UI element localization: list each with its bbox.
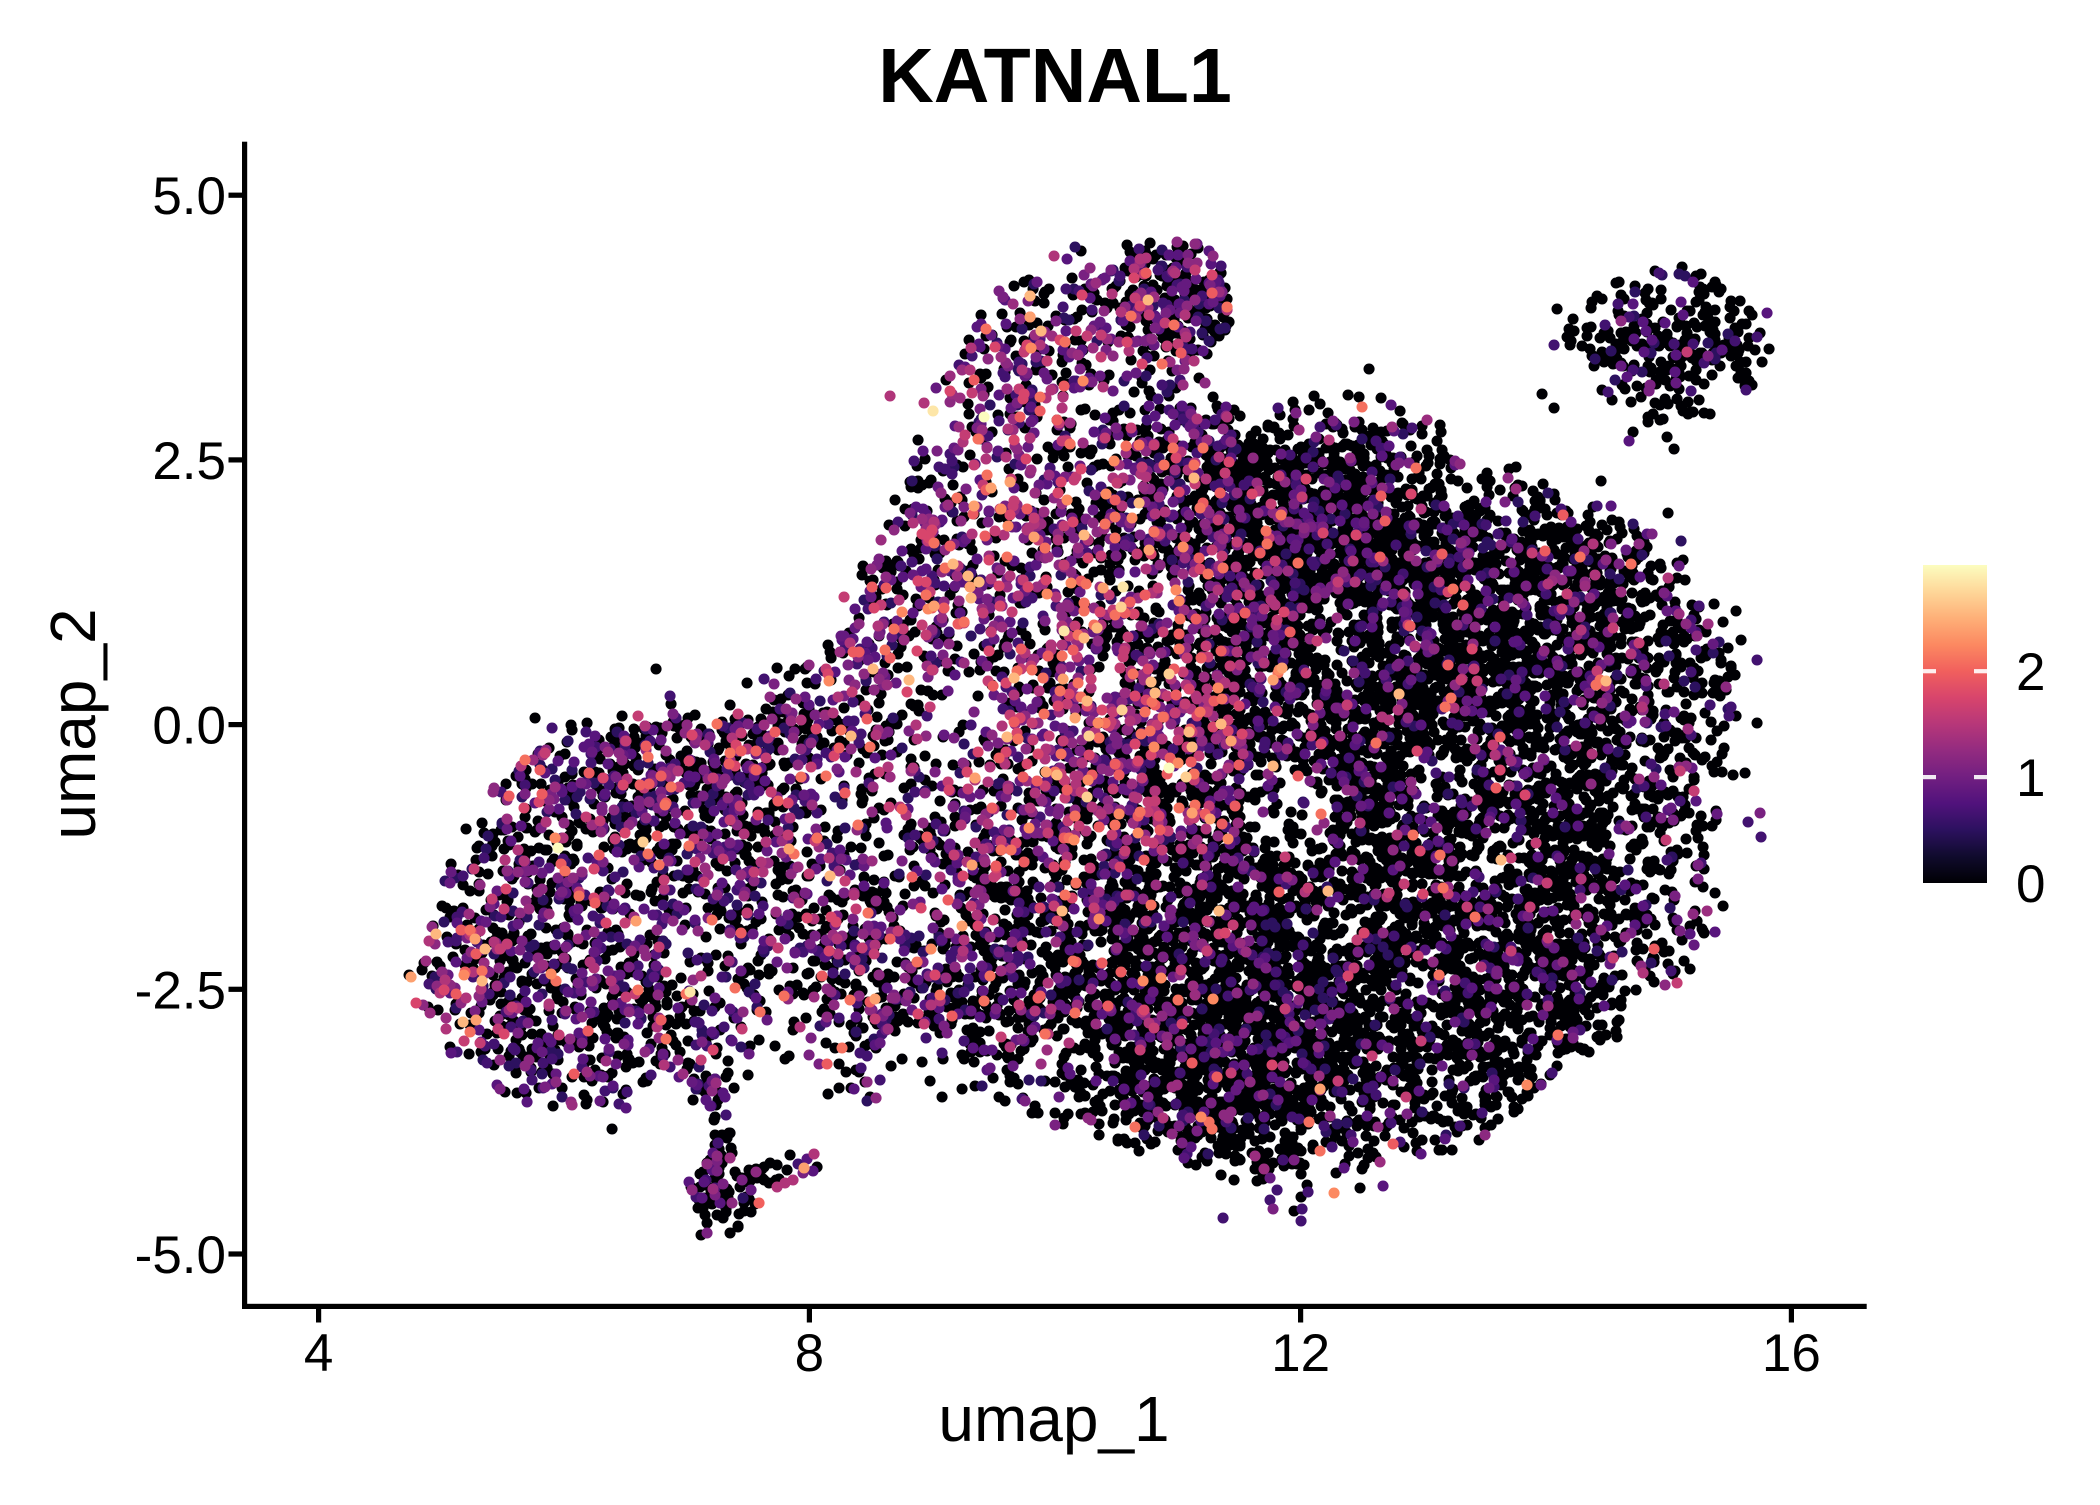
svg-text:8: 8 xyxy=(795,1324,824,1383)
svg-text:1: 1 xyxy=(2016,749,2045,808)
svg-text:umap_1: umap_1 xyxy=(938,1383,1169,1455)
svg-text:16: 16 xyxy=(1762,1324,1821,1383)
svg-text:4: 4 xyxy=(304,1324,333,1383)
svg-text:KATNAL1: KATNAL1 xyxy=(878,33,1232,119)
svg-text:2.5: 2.5 xyxy=(152,432,226,491)
svg-text:0.0: 0.0 xyxy=(152,697,226,756)
svg-text:-5.0: -5.0 xyxy=(135,1226,226,1285)
svg-text:0: 0 xyxy=(2016,855,2045,914)
svg-text:12: 12 xyxy=(1271,1324,1330,1383)
svg-text:umap_2: umap_2 xyxy=(37,608,109,839)
svg-text:-2.5: -2.5 xyxy=(135,961,226,1020)
svg-text:5.0: 5.0 xyxy=(152,167,226,226)
svg-text:2: 2 xyxy=(2016,643,2045,702)
